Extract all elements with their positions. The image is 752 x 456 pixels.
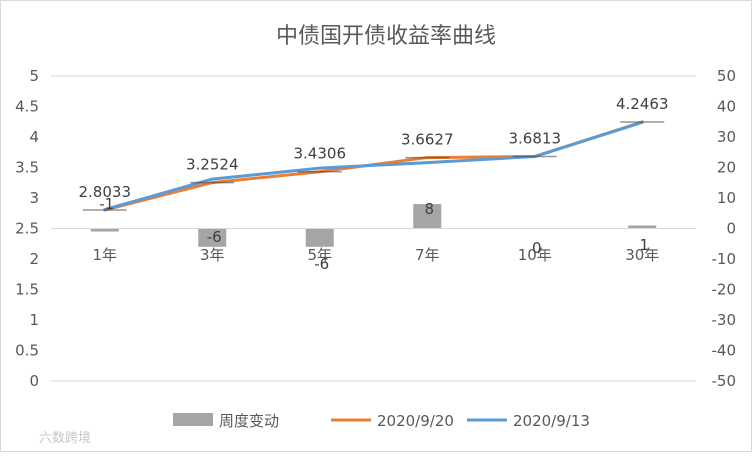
- left-axis-tick-label: 5: [29, 67, 39, 85]
- category-label: 1年: [92, 246, 117, 264]
- weekly-change-bar: [413, 204, 442, 229]
- right-axis-tick-label: 30: [717, 128, 736, 146]
- right-axis-tick-label: -20: [712, 281, 737, 299]
- legend: 周度变动 2020/9/20 2020/9/13: [173, 412, 590, 430]
- right-axis-tick-label: 0: [726, 220, 736, 238]
- bar-data-label: 8: [424, 200, 434, 218]
- category-axis: 1年 3年 5年 7年 10年 30年: [92, 246, 659, 264]
- line-data-label: 3.6627: [401, 131, 454, 149]
- right-axis-tick-label: -50: [712, 372, 737, 390]
- category-label: 3年: [200, 246, 225, 264]
- line-data-label: 3.2524: [186, 156, 239, 174]
- line-data-label: 2.8033: [79, 183, 132, 201]
- weekly-change-bar: [305, 228, 334, 247]
- right-axis-tick-label: 40: [717, 98, 736, 116]
- left-axis: 0 0.5 1 1.5 2 2.5 3 3.5 4 4.5 5: [15, 67, 39, 390]
- bar-data-label: -6: [207, 228, 222, 246]
- weekly-change-bar: [198, 228, 227, 247]
- legend-swatch-bar: [173, 413, 213, 426]
- bar-data-label: -6: [314, 255, 329, 273]
- chart-title: 中债国开债收益率曲线: [276, 24, 496, 49]
- category-label: 5年: [307, 246, 332, 264]
- line-series: [82, 120, 665, 212]
- left-axis-tick-label: 2: [29, 250, 39, 268]
- right-axis: -50 -40 -30 -20 -10 0 10 20 30 40 50: [712, 67, 737, 390]
- bar-data-label: 0: [532, 239, 542, 257]
- data-labels: 2.8033 3.2524 3.4306 3.6627 3.6813 4.2463 -1 -6…: [79, 95, 669, 273]
- legend-label: 2020/9/13: [513, 412, 590, 430]
- bar-series: [90, 204, 657, 247]
- left-axis-tick-label: 3.5: [15, 159, 39, 177]
- right-axis-tick-label: 20: [717, 159, 736, 177]
- right-axis-tick-label: -30: [712, 311, 737, 329]
- left-axis-tick-label: 0: [29, 372, 39, 390]
- left-axis-tick-label: 3: [29, 189, 39, 207]
- right-axis-tick-label: 10: [717, 189, 736, 207]
- bar-data-label: -1: [99, 195, 114, 213]
- left-axis-tick-label: 4: [29, 128, 39, 146]
- weekly-change-bar: [628, 225, 657, 229]
- left-axis-tick-label: 1: [29, 311, 39, 329]
- series-line: [103, 120, 644, 212]
- category-label: 10年: [518, 246, 552, 264]
- left-axis-tick-label: 0.5: [15, 342, 39, 360]
- category-label: 30年: [625, 246, 659, 264]
- line-data-label: 4.2463: [616, 95, 669, 113]
- category-label: 7年: [415, 246, 440, 264]
- left-axis-tick-label: 1.5: [15, 281, 39, 299]
- right-axis-tick-label: -10: [712, 250, 737, 268]
- line-data-label: 3.4306: [294, 145, 347, 163]
- left-axis-tick-label: 4.5: [15, 98, 39, 116]
- bar-data-label: 1: [639, 236, 649, 254]
- right-axis-tick-label: -40: [712, 342, 737, 360]
- right-axis-tick-label: 50: [717, 67, 736, 85]
- watermark-text: 六数跨境: [39, 431, 91, 446]
- weekly-change-bar: [90, 228, 119, 232]
- legend-label: 周度变动: [219, 412, 279, 430]
- left-axis-tick-label: 2.5: [15, 220, 39, 238]
- legend-label: 2020/9/20: [377, 412, 454, 430]
- line-data-label: 3.6813: [509, 129, 562, 147]
